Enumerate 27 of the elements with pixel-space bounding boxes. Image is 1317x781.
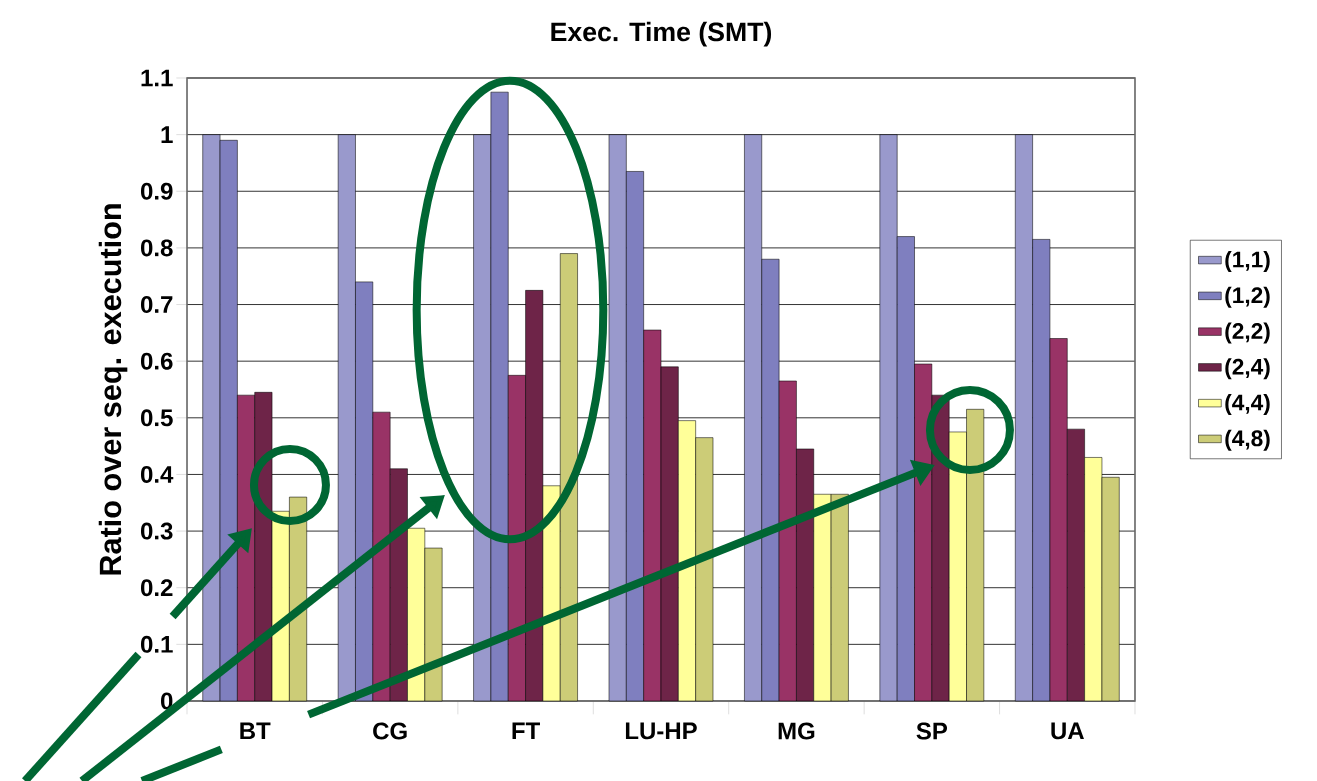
- x-tick-label: SP: [916, 722, 948, 740]
- x-tick-label: CG: [373, 722, 407, 740]
- legend-label: (2,2): [1225, 322, 1270, 344]
- y-tick-label: 0: [161, 692, 173, 710]
- x-tick-label: FT: [512, 722, 540, 740]
- legend-label: (1,2): [1225, 286, 1270, 308]
- legend-label: (4,8): [1225, 429, 1270, 451]
- x-tick-label: BT: [240, 722, 271, 740]
- chart-title: Exec. Time (SMT): [551, 21, 772, 47]
- y-tick-label: 0.7: [140, 296, 173, 314]
- y-tick-label: 0.9: [140, 182, 173, 200]
- x-tick-label: MG: [778, 722, 815, 740]
- x-tick-label: UA: [1051, 722, 1084, 740]
- y-tick-label: 0.3: [140, 522, 173, 540]
- legend-label: (2,4): [1225, 358, 1270, 380]
- y-tick-label: 0.2: [140, 579, 173, 597]
- y-axis-title: Ratio over seq. execution: [98, 204, 128, 575]
- legend-label: (4,4): [1225, 393, 1270, 416]
- y-tick-label: 1: [161, 126, 173, 143]
- y-tick-label: 0.8: [140, 239, 173, 257]
- legend-label: (1,1): [1225, 250, 1270, 273]
- y-tick-label: 0.4: [140, 465, 174, 483]
- y-tick-label: 1.1: [141, 69, 173, 87]
- x-tick-label: LU-HP: [625, 722, 697, 740]
- y-tick-label: 0.5: [140, 409, 173, 427]
- y-tick-label: 0.1: [140, 635, 173, 653]
- y-tick-label: 0.6: [140, 352, 173, 370]
